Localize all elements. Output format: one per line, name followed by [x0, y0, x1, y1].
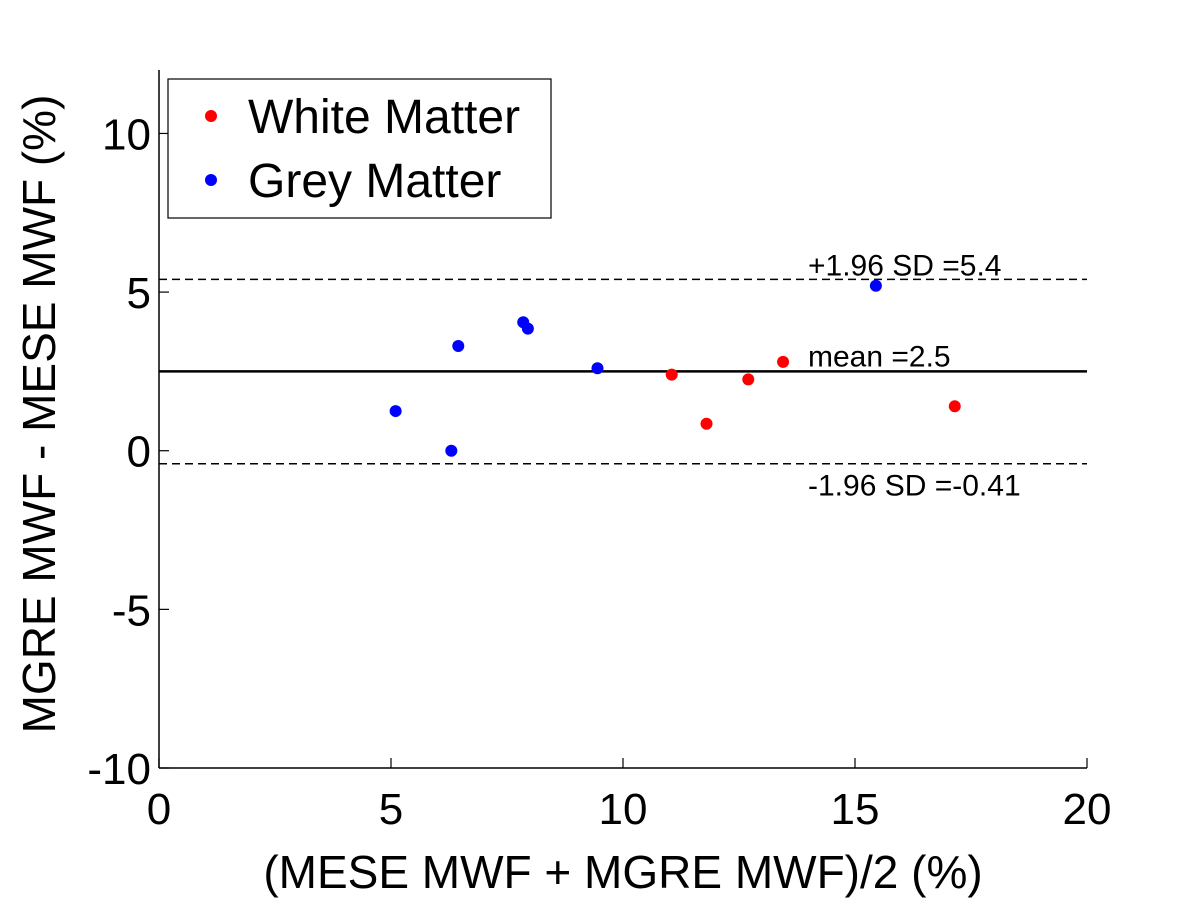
data-point	[869, 279, 882, 292]
legend: White Matter Grey Matter	[167, 78, 552, 219]
x-tick-label: 5	[379, 785, 403, 834]
x-tick-label: 20	[1063, 785, 1112, 834]
data-point	[700, 417, 713, 430]
legend-marker	[205, 174, 217, 186]
mean-line-label: mean =2.5	[808, 340, 951, 373]
legend-label: White Matter	[248, 91, 520, 144]
y-tick-label: 5	[127, 269, 151, 318]
y-axis-title: MGRE MWF - MESE MWF (%)	[13, 95, 65, 734]
data-point	[591, 362, 604, 375]
legend-marker	[205, 110, 217, 122]
plot-area: 0 5 10 15 20 -10 -5 0 5 10 +1.96 SD =5.4 mean =2.5 -…	[87, 70, 1111, 834]
y-tick-label: -10	[87, 745, 151, 794]
data-point	[948, 400, 961, 413]
x-axis-title: (MESE MWF + MGRE MWF)/2 (%)	[263, 846, 982, 898]
data-point	[665, 368, 678, 381]
sd-limit-label: +1.96 SD =5.4	[808, 249, 1001, 282]
y-tick-label: 0	[127, 428, 151, 477]
data-point	[742, 373, 755, 386]
y-tick-label: -5	[112, 586, 151, 635]
data-point	[521, 322, 534, 335]
data-point	[389, 405, 402, 418]
legend-box	[167, 78, 552, 219]
x-tick-label: 15	[831, 785, 880, 834]
legend-label: Grey Matter	[248, 155, 501, 208]
y-tick-label: 10	[102, 110, 151, 159]
x-tick-label: 0	[147, 785, 171, 834]
data-point	[452, 340, 465, 353]
data-point	[777, 355, 790, 368]
sd-limit-label: -1.96 SD =-0.41	[808, 470, 1021, 503]
data-point	[445, 444, 458, 457]
x-tick-label: 10	[599, 785, 648, 834]
